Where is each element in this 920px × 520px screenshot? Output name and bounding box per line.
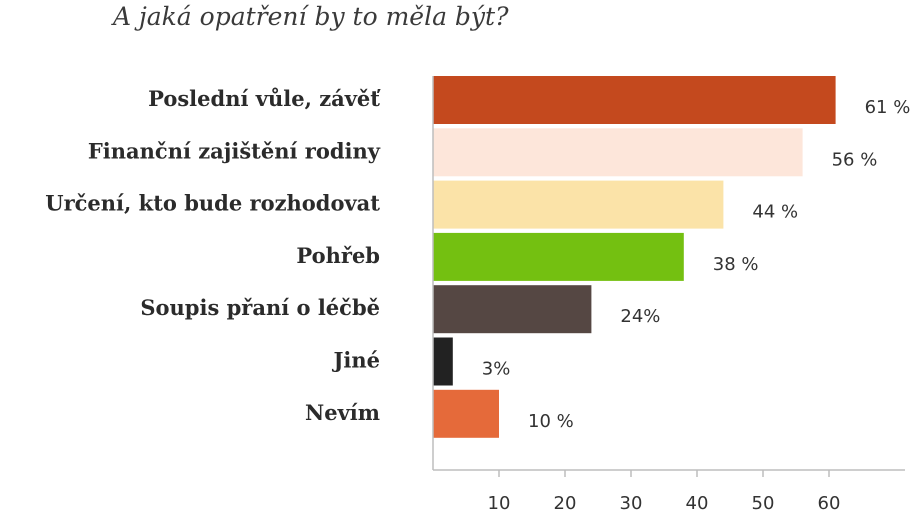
x-tick-label-40: 40 (686, 493, 709, 514)
x-axis: 10 20 30 40 50 60 (432, 76, 905, 514)
category-label-5: Soupis přaní o léčbě (140, 295, 380, 320)
x-tick-label-50: 50 (752, 493, 775, 514)
bars-layer (433, 76, 836, 438)
labels-layer: Poslední vůle, závěť 61 % Finanční zajiště… (45, 86, 910, 432)
category-label-3: Určení, kto bude rozhodovat (45, 191, 380, 216)
value-label-5: 24% (620, 306, 660, 327)
x-tick-label-10: 10 (488, 493, 511, 514)
bar-7 (433, 389, 499, 438)
value-label-1: 61 % (865, 97, 911, 118)
category-label-7: Nevím (305, 400, 380, 425)
x-tick-label-20: 20 (554, 493, 577, 514)
category-label-4: Pohřeb (296, 243, 380, 268)
value-label-2: 56 % (832, 149, 878, 170)
category-label-6: Jiné (331, 348, 380, 373)
value-label-6: 3% (482, 359, 511, 380)
x-tick-label-30: 30 (620, 493, 643, 514)
value-label-7: 10 % (528, 411, 574, 432)
bar-2 (433, 128, 803, 177)
value-label-3: 44 % (752, 202, 798, 223)
bar-1 (433, 76, 836, 124)
category-label-2: Finanční zajištění rodiny (88, 138, 381, 163)
bar-4 (433, 232, 684, 281)
bar-3 (433, 180, 724, 229)
category-label-1: Poslední vůle, závěť (148, 86, 381, 111)
x-tick-label-60: 60 (818, 493, 841, 514)
bar-5 (433, 285, 592, 334)
value-label-4: 38 % (713, 254, 759, 275)
chart-title: A jaká opatření by to měla být? (113, 2, 509, 31)
bar-6 (433, 337, 453, 386)
